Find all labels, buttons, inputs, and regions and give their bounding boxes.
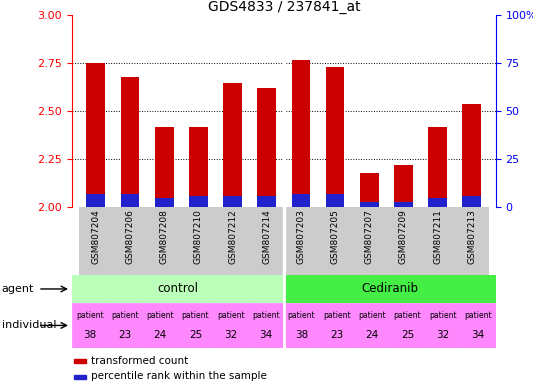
Bar [181, 207, 215, 275]
Bar [189, 127, 208, 207]
Bar [178, 303, 213, 348]
Bar [86, 194, 106, 207]
Bar [386, 207, 421, 275]
Text: 24: 24 [366, 330, 379, 340]
Bar [223, 196, 242, 207]
Bar [155, 198, 174, 207]
Bar [248, 303, 284, 348]
Text: patient: patient [358, 311, 386, 320]
Text: GSM807203: GSM807203 [296, 209, 305, 264]
Bar [421, 207, 455, 275]
Bar [249, 207, 284, 275]
Bar [223, 83, 242, 207]
Text: patient: patient [288, 311, 316, 320]
Text: 25: 25 [401, 330, 414, 340]
Text: patient: patient [147, 311, 174, 320]
Text: 32: 32 [224, 330, 238, 340]
Text: transformed count: transformed count [91, 356, 188, 366]
Bar [319, 303, 354, 348]
Text: GSM807205: GSM807205 [330, 209, 340, 264]
Bar [86, 63, 106, 207]
Bar [257, 88, 276, 207]
Bar [292, 194, 310, 207]
Text: 38: 38 [295, 330, 308, 340]
Text: GSM807209: GSM807209 [399, 209, 408, 264]
Bar [142, 303, 178, 348]
Bar [352, 207, 386, 275]
Text: GSM807210: GSM807210 [194, 209, 203, 264]
Text: patient: patient [323, 311, 351, 320]
Bar [354, 303, 390, 348]
Text: GSM807206: GSM807206 [126, 209, 134, 264]
Text: Cediranib: Cediranib [361, 283, 418, 295]
Bar [428, 198, 447, 207]
Bar [284, 275, 496, 303]
Bar [107, 303, 142, 348]
Bar [390, 303, 425, 348]
Text: percentile rank within the sample: percentile rank within the sample [91, 371, 267, 381]
Text: agent: agent [2, 284, 34, 294]
Bar [215, 207, 249, 275]
Text: patient: patient [464, 311, 492, 320]
Bar [360, 202, 378, 207]
Bar [79, 207, 113, 275]
Bar [120, 77, 140, 207]
Bar [147, 207, 181, 275]
Bar [394, 165, 413, 207]
Text: 32: 32 [436, 330, 449, 340]
Bar [462, 104, 481, 207]
Text: 34: 34 [260, 330, 273, 340]
Text: control: control [157, 283, 198, 295]
Bar [72, 303, 107, 348]
Text: GSM807208: GSM807208 [160, 209, 169, 264]
Text: GSM807211: GSM807211 [433, 209, 442, 264]
Text: patient: patient [393, 311, 421, 320]
Text: GSM807213: GSM807213 [467, 209, 477, 264]
Bar [326, 194, 344, 207]
Text: 23: 23 [330, 330, 343, 340]
Text: GSM807214: GSM807214 [262, 209, 271, 264]
Bar [394, 202, 413, 207]
Bar [461, 303, 496, 348]
Text: GSM807212: GSM807212 [228, 209, 237, 264]
Bar [74, 359, 86, 363]
Bar [257, 196, 276, 207]
Text: individual: individual [2, 320, 56, 331]
Bar [155, 127, 174, 207]
Bar [284, 207, 318, 275]
Text: patient: patient [252, 311, 280, 320]
Text: 24: 24 [154, 330, 167, 340]
Bar [120, 194, 140, 207]
Bar [292, 60, 310, 207]
Bar [326, 67, 344, 207]
Text: patient: patient [429, 311, 457, 320]
Bar [189, 196, 208, 207]
Text: GSM807204: GSM807204 [91, 209, 100, 264]
Bar [284, 303, 319, 348]
Text: 34: 34 [471, 330, 484, 340]
Text: patient: patient [182, 311, 209, 320]
Text: patient: patient [111, 311, 139, 320]
Bar [462, 196, 481, 207]
Bar [213, 303, 248, 348]
Text: 38: 38 [83, 330, 96, 340]
Text: 23: 23 [118, 330, 132, 340]
Text: GSM807207: GSM807207 [365, 209, 374, 264]
Bar [72, 275, 284, 303]
Text: patient: patient [217, 311, 245, 320]
Bar [74, 374, 86, 379]
Bar [425, 303, 461, 348]
Bar [113, 207, 147, 275]
Bar [455, 207, 489, 275]
Bar [360, 173, 378, 207]
Bar [428, 127, 447, 207]
Text: 25: 25 [189, 330, 202, 340]
Bar [318, 207, 352, 275]
Title: GDS4833 / 237841_at: GDS4833 / 237841_at [207, 0, 360, 14]
Text: patient: patient [76, 311, 103, 320]
